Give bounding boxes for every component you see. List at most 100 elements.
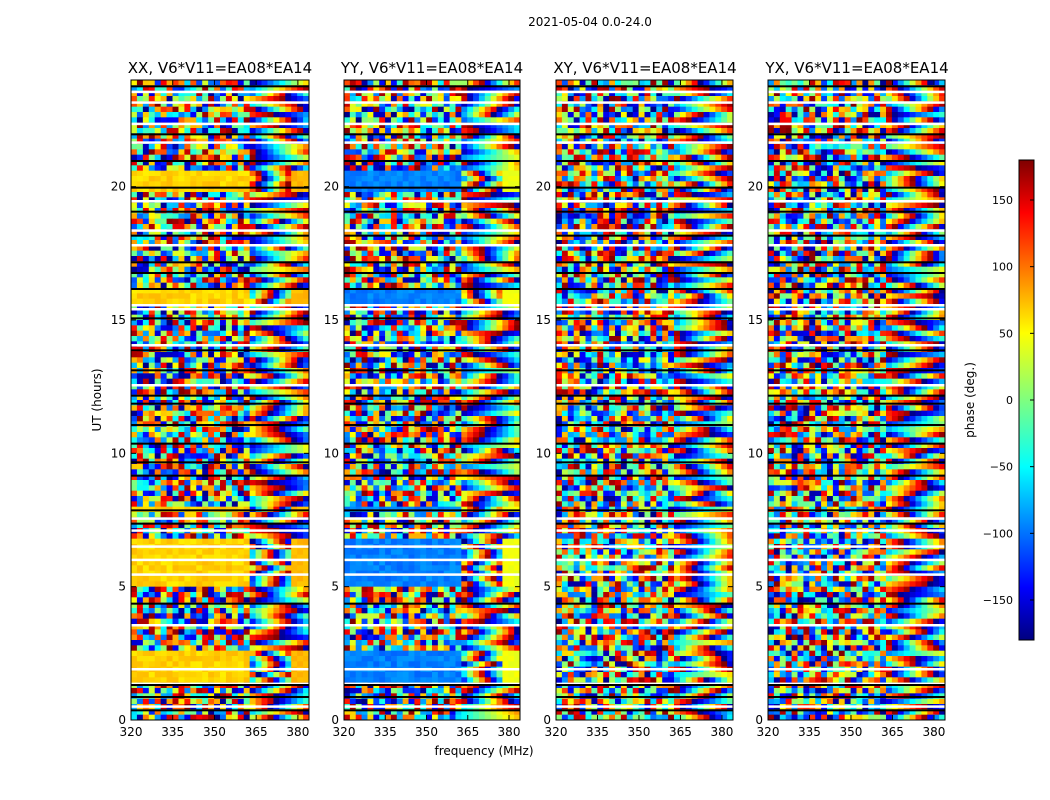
heatmap-cell xyxy=(220,656,227,662)
heatmap-cell xyxy=(225,272,233,278)
heatmap-cell xyxy=(136,373,144,380)
heatmap-cell xyxy=(202,581,209,588)
heatmap-cell xyxy=(208,714,215,721)
heatmap-cell xyxy=(267,229,274,236)
heatmap-cell xyxy=(514,122,521,129)
heatmap-cell xyxy=(373,256,380,262)
heatmap-cell xyxy=(303,576,310,582)
heatmap-cell xyxy=(196,266,203,273)
heatmap-cell xyxy=(473,266,480,273)
heatmap-cell xyxy=(190,474,197,481)
heatmap-cell xyxy=(432,128,439,134)
heatmap-cell xyxy=(297,122,304,129)
heatmap-cell xyxy=(261,592,268,598)
heatmap-cell xyxy=(473,96,480,102)
heatmap-cell xyxy=(490,288,497,294)
heatmap-cell xyxy=(249,512,256,518)
y-tick-label: 20 xyxy=(111,180,126,194)
heatmap-cell xyxy=(136,640,144,646)
heatmap-cell xyxy=(190,245,197,252)
heatmap-cell xyxy=(231,272,239,278)
heatmap-cell xyxy=(142,325,150,332)
heatmap-cell xyxy=(297,432,304,438)
heatmap-cell xyxy=(178,160,185,166)
heatmap-cell xyxy=(396,229,404,236)
heatmap-cell xyxy=(361,176,368,182)
heatmap-cell xyxy=(196,298,203,305)
heatmap-cell xyxy=(267,266,274,273)
heatmap-cell xyxy=(443,96,450,102)
heatmap-cell xyxy=(160,416,167,422)
heatmap-cell xyxy=(214,85,221,92)
heatmap-cell xyxy=(414,117,421,124)
heatmap-cell xyxy=(225,565,233,572)
heatmap-cell xyxy=(443,261,450,268)
heatmap-cell xyxy=(279,272,286,278)
heatmap-cell xyxy=(160,234,167,241)
heatmap-cell xyxy=(279,448,286,454)
heatmap-cell xyxy=(461,192,468,198)
heatmap-cell xyxy=(160,437,167,444)
heatmap-cell xyxy=(455,234,462,241)
heatmap-cell xyxy=(379,261,386,268)
heatmap-cell xyxy=(148,117,156,124)
heatmap-cell xyxy=(160,592,167,598)
heatmap-cell xyxy=(402,122,409,129)
heatmap-cell xyxy=(142,234,150,241)
heatmap-cell xyxy=(190,362,197,369)
heatmap-cell xyxy=(214,410,221,417)
heatmap-cell xyxy=(148,192,156,198)
heatmap-cell xyxy=(208,128,215,134)
heatmap-cell xyxy=(166,234,173,241)
heatmap-cell xyxy=(148,362,156,369)
heatmap-cell xyxy=(349,218,357,225)
heatmap-cell xyxy=(190,448,197,454)
heatmap-cell xyxy=(154,160,162,166)
heatmap-cell xyxy=(285,165,292,172)
heatmap-cell xyxy=(166,576,173,582)
heatmap-cell xyxy=(196,336,203,342)
heatmap-cell xyxy=(243,96,251,102)
heatmap-cell xyxy=(273,394,280,401)
heatmap-cell xyxy=(178,496,185,502)
heatmap-cell xyxy=(184,240,191,246)
heatmap-cell xyxy=(473,256,480,262)
heatmap-cell xyxy=(303,154,310,161)
heatmap-cell xyxy=(154,272,162,278)
heatmap-cell xyxy=(385,149,392,156)
heatmap-cell xyxy=(279,213,286,220)
heatmap-cell xyxy=(297,661,304,668)
heatmap-cell xyxy=(514,160,521,166)
heatmap-cell xyxy=(361,272,368,278)
heatmap-cell xyxy=(461,165,468,172)
heatmap-cell xyxy=(508,85,515,92)
heatmap-cell xyxy=(142,554,150,561)
heatmap-cell xyxy=(408,277,415,284)
heatmap-cell xyxy=(178,533,185,540)
heatmap-cell xyxy=(166,437,173,444)
heatmap-cell xyxy=(473,170,480,177)
heatmap-cell xyxy=(355,213,362,220)
heatmap-cell xyxy=(285,272,292,278)
heatmap-cell xyxy=(214,192,221,198)
heatmap-cell xyxy=(432,133,439,140)
heatmap-cell xyxy=(178,378,185,385)
heatmap-cell xyxy=(449,122,456,129)
heatmap-cell xyxy=(473,117,480,124)
heatmap-cell xyxy=(255,394,262,401)
heatmap-cell xyxy=(249,384,256,390)
heatmap-cell xyxy=(396,128,404,134)
heatmap-cell xyxy=(231,218,239,225)
heatmap-cell xyxy=(231,538,239,545)
heatmap-cell xyxy=(432,181,439,188)
heatmap-cell xyxy=(249,560,256,566)
heatmap-cell xyxy=(414,266,421,273)
heatmap-cell xyxy=(344,80,351,86)
heatmap-cell xyxy=(148,464,156,470)
heatmap-cell xyxy=(449,288,456,294)
heatmap-cell xyxy=(303,245,310,252)
heatmap-cell xyxy=(502,266,509,273)
heatmap-cell xyxy=(267,453,274,460)
heatmap-cell xyxy=(202,298,209,305)
heatmap-cell xyxy=(225,256,233,262)
